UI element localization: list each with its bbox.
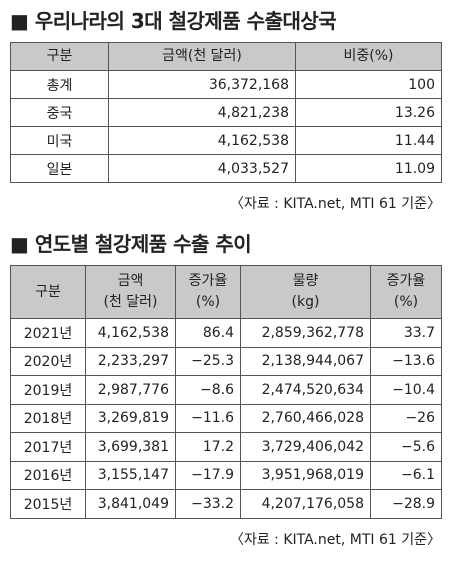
table-row: 2017년 3,699,381 17.2 3,729,406,042 −5.6 (10, 432, 442, 462)
section: ■ 우리나라의 3대 철강제품 수출대상국 구분 금액(천 달러) 비중(%) 총계 36… (0, 6, 451, 215)
table-cell: 4,033,527 (108, 154, 296, 183)
table-cell: 2,987,776 (85, 375, 176, 405)
table-cell: 33.7 (370, 318, 442, 348)
table-row: 일본 4,033,527 11.09 (10, 154, 442, 183)
header-cell: 증가율 (%) (370, 265, 442, 319)
table-cell: −5.6 (370, 432, 442, 462)
table-row: 중국 4,821,238 13.26 (10, 98, 442, 127)
table-row: 2021년 4,162,538 86.4 2,859,362,778 33.7 (10, 318, 442, 348)
header-cell: 금액 (천 달러) (85, 265, 176, 319)
table-cell: 3,841,049 (85, 489, 176, 519)
table-cell: −8.6 (175, 375, 241, 405)
table-cell: 100 (295, 70, 442, 99)
table-cell: 2018년 (10, 403, 86, 433)
table-cell: 13.26 (295, 98, 442, 127)
table-row: 2020년 2,233,297 −25.3 2,138,944,067 −13.6 (10, 346, 442, 376)
table-cell: 4,162,538 (108, 126, 296, 155)
table-cell: 11.44 (295, 126, 442, 155)
table-cell: 2015년 (10, 489, 86, 519)
table-cell: −33.2 (175, 489, 241, 519)
table-cell: 4,821,238 (108, 98, 296, 127)
table-cell: 4,162,538 (85, 318, 176, 348)
table: 구분 금액(천 달러) 비중(%) 총계 36,372,168 100 중국 4,821,23… (10, 42, 442, 183)
table-cell: 2,138,944,067 (240, 346, 371, 376)
table-cell: 86.4 (175, 318, 241, 348)
table-cell: 2017년 (10, 432, 86, 462)
table-cell: 2019년 (10, 375, 86, 405)
table-row: 2018년 3,269,819 −11.6 2,760,466,028 −26 (10, 403, 442, 433)
table-cell: 일본 (10, 154, 109, 183)
table-cell: 중국 (10, 98, 109, 127)
table-row: 총계 36,372,168 100 (10, 70, 442, 99)
table-row: 2016년 3,155,147 −17.9 3,951,968,019 −6.1 (10, 460, 442, 490)
table-cell: −6.1 (370, 460, 442, 490)
table-cell: 2,859,362,778 (240, 318, 371, 348)
table-cell: 3,729,406,042 (240, 432, 371, 462)
header-cell: 비중(%) (295, 42, 442, 71)
table-cell: −28.9 (370, 489, 442, 519)
table-cell: −17.9 (175, 460, 241, 490)
page: ■ 우리나라의 3대 철강제품 수출대상국 구분 금액(천 달러) 비중(%) 총계 36… (0, 6, 451, 576)
table-cell: −26 (370, 403, 442, 433)
table-row: 2015년 3,841,049 −33.2 4,207,176,058 −28.9 (10, 489, 442, 519)
table-cell: 3,155,147 (85, 460, 176, 490)
header-cell: 증가율 (%) (175, 265, 241, 319)
source-note: 〈자료 : KITA.net, MTI 61 기준〉 (229, 196, 441, 212)
table-cell: 2,474,520,634 (240, 375, 371, 405)
section-title: ■ 연도별 철강제품 수출 추이 (10, 232, 252, 256)
table-cell: −25.3 (175, 346, 241, 376)
table: 구분 금액 (천 달러) 증가율 (%) 물량 (kg) 증가율 (%) 2021년 4,1… (10, 265, 442, 519)
table-row: 미국 4,162,538 11.44 (10, 126, 442, 155)
table-cell: 미국 (10, 126, 109, 155)
table-cell: 17.2 (175, 432, 241, 462)
table-cell: −11.6 (175, 403, 241, 433)
header-cell: 구분 (10, 42, 109, 71)
table-cell: 3,951,968,019 (240, 460, 371, 490)
table-cell: 2016년 (10, 460, 86, 490)
table-cell: 3,269,819 (85, 403, 176, 433)
table-cell: 2,760,466,028 (240, 403, 371, 433)
table-cell: 총계 (10, 70, 109, 99)
section-title: ■ 우리나라의 3대 철강제품 수출대상국 (10, 9, 337, 33)
table-cell: 11.09 (295, 154, 442, 183)
source-note: 〈자료 : KITA.net, MTI 61 기준〉 (229, 531, 441, 548)
header-cell: 물량 (kg) (240, 265, 371, 319)
header-row: 구분 금액(천 달러) 비중(%) (10, 42, 442, 71)
table-cell: −13.6 (370, 346, 442, 376)
section: ■ 연도별 철강제품 수출 추이 구분 금액 (천 달러) 증가율 (%) 물량 (kg… (0, 229, 451, 551)
header-cell: 구분 (10, 265, 86, 319)
table-cell: 4,207,176,058 (240, 489, 371, 519)
table-cell: −10.4 (370, 375, 442, 405)
header-cell: 금액(천 달러) (108, 42, 296, 71)
table-cell: 3,699,381 (85, 432, 176, 462)
table-cell: 36,372,168 (108, 70, 296, 99)
table-cell: 2,233,297 (85, 346, 176, 376)
table-cell: 2020년 (10, 346, 86, 376)
table-row: 2019년 2,987,776 −8.6 2,474,520,634 −10.4 (10, 375, 442, 405)
header-row: 구분 금액 (천 달러) 증가율 (%) 물량 (kg) 증가율 (%) (10, 265, 442, 319)
table-cell: 2021년 (10, 318, 86, 348)
